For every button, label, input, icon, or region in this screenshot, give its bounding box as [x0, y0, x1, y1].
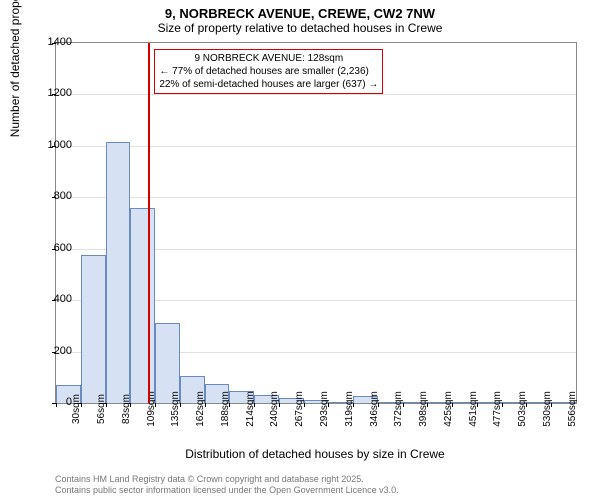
- xtick-mark: [502, 403, 503, 407]
- ytick-label: 0: [66, 396, 72, 408]
- xtick-mark: [279, 403, 280, 407]
- histogram-bar: [130, 208, 155, 403]
- xtick-label: 372sqm: [393, 391, 404, 427]
- xtick-label: 530sqm: [542, 391, 553, 427]
- callout-box: 9 NORBRECK AVENUE: 128sqm← 77% of detach…: [154, 49, 383, 94]
- y-axis-label: Number of detached properties: [8, 0, 22, 137]
- xtick-label: 293sqm: [319, 391, 330, 427]
- xtick-mark: [81, 403, 82, 407]
- callout-line: 22% of semi-detached houses are larger (…: [159, 78, 378, 91]
- chart-title-sub: Size of property relative to detached ho…: [0, 21, 600, 39]
- footer-attribution: Contains HM Land Registry data © Crown c…: [55, 474, 399, 496]
- xtick-mark: [254, 403, 255, 407]
- xtick-label: 346sqm: [369, 391, 380, 427]
- xtick-label: 267sqm: [294, 391, 305, 427]
- xtick-mark: [180, 403, 181, 407]
- xtick-mark: [205, 403, 206, 407]
- xtick-mark: [427, 403, 428, 407]
- histogram-chart: 30sqm56sqm83sqm109sqm135sqm162sqm188sqm2…: [55, 42, 577, 404]
- xtick-label: 503sqm: [517, 391, 528, 427]
- chart-title-main: 9, NORBRECK AVENUE, CREWE, CW2 7NW: [0, 0, 600, 21]
- ytick-label: 600: [54, 242, 72, 254]
- xtick-mark: [328, 403, 329, 407]
- xtick-mark: [526, 403, 527, 407]
- footer-line-1: Contains HM Land Registry data © Crown c…: [55, 474, 399, 485]
- xtick-mark: [353, 403, 354, 407]
- xtick-label: 398sqm: [418, 391, 429, 427]
- xtick-label: 477sqm: [492, 391, 503, 427]
- xtick-mark: [56, 403, 57, 407]
- xtick-mark: [403, 403, 404, 407]
- callout-line: ← 77% of detached houses are smaller (2,…: [159, 65, 378, 78]
- ytick-label: 400: [54, 293, 72, 305]
- xtick-label: 451sqm: [468, 391, 479, 427]
- ytick-label: 200: [54, 345, 72, 357]
- x-axis-label: Distribution of detached houses by size …: [55, 447, 575, 461]
- xtick-mark: [304, 403, 305, 407]
- xtick-mark: [106, 403, 107, 407]
- callout-line: 9 NORBRECK AVENUE: 128sqm: [159, 52, 378, 65]
- gridline: [56, 146, 576, 147]
- xtick-mark: [229, 403, 230, 407]
- xtick-mark: [477, 403, 478, 407]
- xtick-mark: [155, 403, 156, 407]
- xtick-mark: [452, 403, 453, 407]
- histogram-bar: [106, 142, 131, 403]
- gridline: [56, 94, 576, 95]
- gridline: [56, 197, 576, 198]
- xtick-label: 425sqm: [443, 391, 454, 427]
- ytick-label: 1400: [48, 36, 72, 48]
- xtick-mark: [378, 403, 379, 407]
- xtick-label: 556sqm: [567, 391, 578, 427]
- ytick-label: 1200: [48, 87, 72, 99]
- histogram-bar: [81, 255, 106, 403]
- xtick-mark: [130, 403, 131, 407]
- xtick-mark: [551, 403, 552, 407]
- ytick-label: 1000: [48, 139, 72, 151]
- footer-line-2: Contains public sector information licen…: [55, 485, 399, 496]
- ytick-label: 800: [54, 190, 72, 202]
- marker-line: [148, 43, 150, 403]
- xtick-label: 240sqm: [269, 391, 280, 427]
